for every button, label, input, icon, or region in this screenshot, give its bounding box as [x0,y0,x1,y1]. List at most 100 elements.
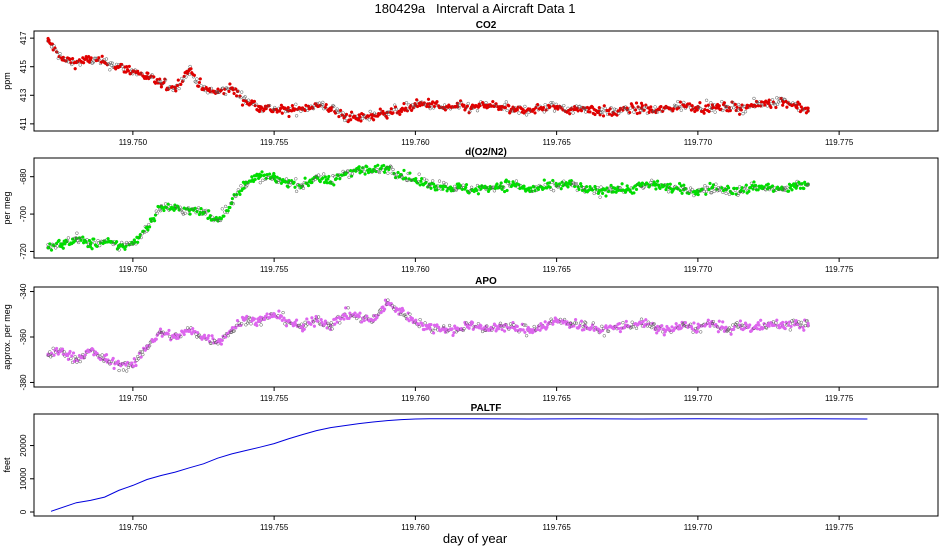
do2n2-scatter-point [572,181,576,186]
do2n2-scatter-point [569,179,574,183]
co2-scatter-point [366,114,371,118]
apo-scatter-point [523,330,527,334]
do2n2-scatter-point [389,165,393,169]
do2n2-scatter-point [334,176,339,181]
apo-scatter-point [716,330,721,334]
do2n2-scatter-point [89,241,93,245]
co2-scatter-point [197,80,202,85]
co2-scatter-point [287,114,291,119]
apo-scatter-point [190,332,194,336]
do2n2-scatter-point [207,209,211,213]
co2-scatter-point [709,101,713,105]
apo-scatter-point [692,321,696,325]
do2n2-scatter-point [577,187,581,192]
apo-scatter-point [420,323,425,328]
do2n2-scatter-point [152,219,157,223]
do2n2-scatter-point [316,176,320,180]
co2-scatter-point [678,100,683,104]
do2n2-scatter-point [219,217,224,221]
apo-scatter-point [522,323,526,327]
do2n2-scatter-point [504,178,508,182]
co2-y-tick-label: 417 [19,31,28,45]
do2n2-panel-title: d(O2/N2) [465,147,507,158]
co2-scatter-point [323,105,328,110]
co2-scatter-point [710,108,714,113]
co2-y-axis-label: ppm [2,72,12,90]
co2-scatter-point [399,109,404,114]
apo-scatter-point [806,321,810,326]
co2-scatter-point [535,102,540,107]
co2-scatter-point [405,109,410,113]
co2-scatter-point [69,61,73,65]
paltf-y-axis-label: feet [2,457,12,473]
apo-scatter-point [469,323,473,327]
co2-scatter-point [785,105,789,109]
co2-scatter-point [799,105,803,109]
apo-panel-title: APO [475,276,497,287]
co2-scatter-point [721,108,725,113]
do2n2-scatter-point [286,185,290,189]
apo-scatter-point [414,318,418,322]
co2-scatter-point [545,108,549,112]
co2-scatter-point [659,104,663,109]
co2-scatter-point [329,108,333,112]
apo-scatter-point [124,363,128,367]
co2-scatter-point [331,103,335,108]
co2-scatter-point [743,110,748,114]
do2n2-scatter-point [709,191,713,195]
apo-scatter-point [212,338,217,343]
do2n2-scatter-point [54,246,58,250]
do2n2-scatter-point [230,196,235,201]
do2n2-scatter-point [239,184,243,188]
do2n2-x-tick-label: 119.755 [260,265,289,274]
apo-scatter-point [319,317,323,322]
apo-scatter-point [125,369,129,373]
apo-scatter-point [333,322,337,326]
apo-x-tick-label: 119.750 [119,394,148,403]
do2n2-scatter-point [279,181,284,185]
apo-scatter-point [376,312,381,316]
do2n2-scatter-point [600,191,605,196]
do2n2-scatter-point [680,191,684,195]
apo-scatter-point [524,334,529,338]
apo-scatter-point [617,321,622,326]
do2n2-scatter-point [188,212,192,216]
do2n2-scatter-point [322,172,326,176]
do2n2-scatter-point [678,188,683,193]
co2-scatter-point [704,98,709,102]
paltf-x-tick-label: 119.750 [119,523,148,532]
do2n2-scatter-point [223,204,228,209]
do2n2-scatter-point [557,182,562,186]
apo-scatter-point [342,317,346,321]
apo-scatter-point [99,357,104,361]
apo-scatter-point [346,306,350,310]
do2n2-x-tick-label: 119.775 [825,265,854,274]
apo-scatter-point [579,319,584,323]
co2-scatter-point [114,67,118,71]
co2-scatter-point [180,76,184,81]
co2-scatter-point [367,118,371,122]
co2-scatter-point [542,110,546,114]
apo-scatter-point [265,312,269,316]
apo-x-tick-label: 119.765 [542,394,571,403]
co2-scatter-point [70,62,74,67]
do2n2-scatter-point [123,247,127,251]
apo-scatter-point [679,326,683,330]
do2n2-scatter-point [164,205,169,210]
co2-scatter-point [806,106,810,110]
apo-scatter-point [112,366,116,371]
co2-scatter-point [631,105,635,109]
panel-paltf: PALTF feet 119.750 119.755 119.760 119.765 119… [2,403,939,532]
apo-scatter-cloud [46,298,810,373]
do2n2-scatter-point [386,171,390,175]
do2n2-scatter-point [394,172,399,176]
co2-scatter-point [146,71,150,75]
apo-scatter-point [68,349,72,354]
do2n2-scatter-point [549,187,553,191]
do2n2-scatter-point [562,179,566,183]
do2n2-scatter-point [464,185,468,190]
do2n2-x-tick-label: 119.770 [684,265,713,274]
do2n2-scatter-point [720,186,724,190]
apo-scatter-point [111,356,115,361]
apo-scatter-point [644,318,648,322]
